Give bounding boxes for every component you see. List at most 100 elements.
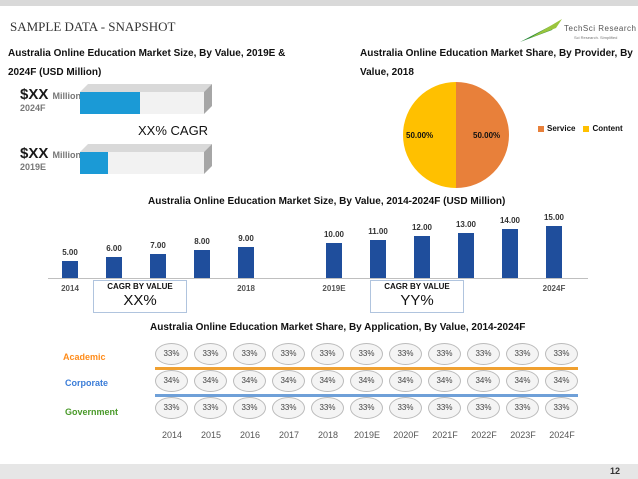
table-cell: 33% — [155, 397, 188, 419]
bar-value-label-10: 15.00 — [543, 213, 565, 222]
table-cell: 33% — [545, 343, 578, 365]
table-cell: 33% — [272, 343, 305, 365]
bar-value-label-7: 12.00 — [411, 223, 433, 233]
table-cell: 33% — [506, 397, 539, 419]
size-2019-value: $XX Million — [20, 145, 82, 162]
bar-value-label-9: 14.00 — [499, 216, 521, 226]
table-cell: 34% — [194, 370, 227, 392]
company-logo: TechSci Research Sci Research. Simplifie… — [500, 16, 636, 46]
bar-5 — [326, 243, 342, 278]
bar-chart-title: Australia Online Education Market Size, … — [148, 196, 506, 207]
x-tick-label-10: 2024F — [542, 284, 566, 293]
bar-value-label-5: 10.00 — [323, 230, 345, 240]
bar-value-label-4: 9.00 — [238, 233, 254, 243]
application-table-title: Australia Online Education Market Share,… — [150, 322, 526, 333]
bar-2 — [150, 253, 166, 278]
table-cell: 34% — [155, 370, 188, 392]
bar-1 — [106, 257, 122, 278]
table-cell: 33% — [428, 343, 461, 365]
size-2019-bar — [80, 144, 212, 174]
table-cell: 33% — [311, 343, 344, 365]
column-year-label: 2022F — [471, 430, 497, 440]
bar-value-label-2: 7.00 — [150, 240, 166, 250]
provider-pie-chart — [403, 82, 509, 188]
page-title: SAMPLE DATA - SNAPSHOT — [10, 19, 176, 34]
size-2024-year: 2024F — [20, 103, 46, 113]
bar-0 — [62, 260, 78, 278]
logo-tagline: Sci Research. Simplified — [574, 35, 618, 40]
table-cell: 34% — [233, 370, 266, 392]
table-cell: 34% — [506, 370, 539, 392]
size-2019-year: 2019E — [20, 162, 47, 172]
bar-3 — [194, 250, 210, 278]
bar-value-label-1: 6.00 — [106, 244, 122, 254]
table-cell: 33% — [467, 397, 500, 419]
column-year-label: 2014 — [161, 430, 183, 440]
cagr-box-1: CAGR BY VALUE XX% — [93, 280, 187, 313]
table-cell: 33% — [506, 343, 539, 365]
bar-value-label-6: 11.00 — [368, 226, 388, 236]
table-cell: 33% — [467, 343, 500, 365]
table-cell: 33% — [389, 397, 422, 419]
bar-value-label-8: 13.00 — [455, 219, 477, 229]
column-year-label: 2021F — [432, 430, 458, 440]
table-cell: 33% — [272, 397, 305, 419]
bar-7 — [414, 236, 430, 278]
legend-item-content: Content — [583, 124, 623, 133]
column-year-label: 2024F — [549, 430, 575, 440]
logo-name: TechSci Research — [564, 24, 637, 33]
legend-item-service: Service — [538, 124, 575, 133]
row-divider-stripe — [155, 394, 578, 397]
bar-8 — [458, 232, 474, 278]
table-cell: 33% — [389, 343, 422, 365]
table-cell: 33% — [155, 343, 188, 365]
table-cell: 33% — [233, 397, 266, 419]
table-cell: 34% — [272, 370, 305, 392]
logo-mark-icon — [520, 19, 562, 42]
bar-4 — [238, 246, 254, 278]
table-cell: 33% — [350, 397, 383, 419]
bar-6 — [370, 239, 386, 278]
size-2024-bar — [80, 84, 212, 114]
row-label-government: Government — [65, 407, 119, 417]
pie-slice-service — [456, 82, 509, 188]
column-year-label: 2020F — [393, 430, 419, 440]
column-year-label: 2023F — [510, 430, 536, 440]
size-2024-value: $XX Million — [20, 86, 82, 103]
table-cell: 34% — [467, 370, 500, 392]
table-cell: 33% — [350, 343, 383, 365]
table-cell: 33% — [194, 397, 227, 419]
table-cell: 33% — [194, 343, 227, 365]
bar-10 — [546, 226, 562, 278]
pie-label-service: 50.00% — [473, 131, 501, 140]
pie-label-content: 50.00% — [406, 131, 434, 140]
size-panel-title: Australia Online Education Market Size, … — [8, 48, 286, 78]
x-tick-label-5: 2019E — [322, 284, 346, 293]
table-cell: 33% — [311, 397, 344, 419]
share-panel-title: Australia Online Education Market Share,… — [360, 48, 633, 78]
top-bar — [0, 0, 638, 6]
row-divider-stripe — [155, 367, 578, 370]
table-cell: 34% — [311, 370, 344, 392]
page-number: 12 — [610, 466, 621, 476]
bar-value-label-3: 8.00 — [194, 237, 210, 247]
table-cell: 34% — [545, 370, 578, 392]
row-label-corporate: Corporate — [65, 378, 109, 388]
table-cell: 33% — [545, 397, 578, 419]
pie-legend: Service Content — [538, 124, 623, 133]
bar-chart-axis — [48, 278, 588, 279]
bar-9 — [502, 229, 518, 278]
pie-slice-content — [403, 82, 456, 188]
bar-value-label-0: 5.00 — [62, 247, 78, 257]
table-cell: 33% — [428, 397, 461, 419]
row-label-academic: Academic — [63, 352, 106, 362]
table-cell: 34% — [389, 370, 422, 392]
table-cell: 33% — [233, 343, 266, 365]
table-cell: 34% — [350, 370, 383, 392]
cagr-label: XX% CAGR — [138, 123, 209, 138]
x-tick-label-4: 2018 — [237, 284, 255, 293]
column-year-label: 2019E — [353, 430, 381, 440]
column-year-label: 2016 — [239, 430, 261, 440]
x-tick-label-0: 2014 — [61, 284, 79, 293]
column-year-label: 2018 — [317, 430, 339, 440]
